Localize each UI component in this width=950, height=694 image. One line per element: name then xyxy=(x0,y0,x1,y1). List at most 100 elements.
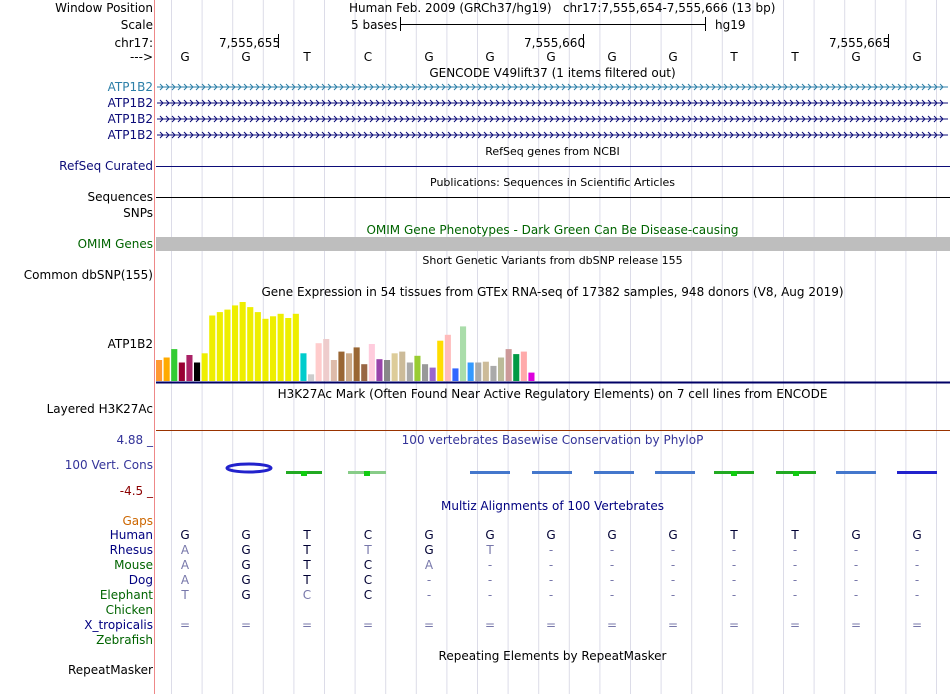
gtex-tissue-bar[interactable] xyxy=(346,353,353,381)
gtex-tissue-bar[interactable] xyxy=(330,360,337,381)
conservation-glyph[interactable] xyxy=(655,471,695,474)
aligned-base: - xyxy=(548,588,554,602)
gtex-tissue-bar[interactable] xyxy=(422,364,429,381)
gtex-tissue-bar[interactable] xyxy=(414,355,421,381)
gtex-tissue-bar[interactable] xyxy=(308,374,315,381)
gtex-tissue-bar[interactable] xyxy=(368,344,375,381)
window-position-text[interactable]: Human Feb. 2009 (GRCh37/hg19) chr17:7,55… xyxy=(349,1,776,15)
gtex-tissue-bar[interactable] xyxy=(178,362,185,382)
species-label[interactable]: Dog xyxy=(128,573,153,587)
gtex-tissue-bar[interactable] xyxy=(285,318,292,381)
gtex-tissue-bar[interactable] xyxy=(528,372,535,381)
refseq-gene-line[interactable] xyxy=(156,166,950,167)
gtex-tissue-bar[interactable] xyxy=(482,361,489,381)
gtex-tissue-bar[interactable] xyxy=(460,326,467,381)
cons-track-label[interactable]: 100 Vert. Cons xyxy=(64,458,153,472)
gtex-tissue-bar[interactable] xyxy=(156,360,163,381)
gtex-tissue-bar[interactable] xyxy=(384,360,391,381)
conservation-glyph[interactable] xyxy=(793,471,799,476)
gtex-track-label[interactable]: ATP1B2 xyxy=(107,337,153,351)
gtex-tissue-bar[interactable] xyxy=(277,313,284,381)
gtex-tissue-bar[interactable] xyxy=(247,307,254,381)
snps-track-label[interactable]: SNPs xyxy=(123,206,153,220)
omim-feature-bar[interactable] xyxy=(156,237,950,251)
refseq-track-title[interactable]: RefSeq genes from NCBI xyxy=(485,145,620,158)
gtex-tissue-bar[interactable] xyxy=(452,368,459,381)
gtex-tissue-bar[interactable] xyxy=(338,351,345,381)
multiz-track-title[interactable]: Multiz Alignments of 100 Vertebrates xyxy=(440,499,665,513)
gtex-tissue-bar[interactable] xyxy=(513,354,520,381)
dbsnp-track-title[interactable]: Short Genetic Variants from dbSNP releas… xyxy=(422,254,683,267)
gtex-tissue-bar[interactable] xyxy=(232,305,239,381)
species-label[interactable]: Elephant xyxy=(99,588,153,602)
gtex-tissue-bar[interactable] xyxy=(498,357,505,382)
gtex-tissue-bar[interactable] xyxy=(270,316,277,381)
strand-chevron xyxy=(297,99,302,107)
gencode-item-label[interactable]: ATP1B2 xyxy=(107,96,153,110)
species-label[interactable]: X_tropicalis xyxy=(84,618,153,632)
rmsk-track-title[interactable]: Repeating Elements by RepeatMasker xyxy=(438,649,667,663)
conservation-glyph[interactable] xyxy=(301,471,307,476)
gtex-tissue-bar[interactable] xyxy=(186,355,193,381)
h3k27ac-track-label[interactable]: Layered H3K27Ac xyxy=(46,402,153,416)
conservation-glyph[interactable] xyxy=(731,471,737,476)
gtex-tissue-bar[interactable] xyxy=(216,312,223,381)
gtex-tissue-bar[interactable] xyxy=(224,309,231,381)
gtex-tissue-bar[interactable] xyxy=(323,339,330,381)
gtex-tissue-bar[interactable] xyxy=(505,349,512,381)
conservation-glyph[interactable] xyxy=(225,462,273,474)
gencode-track-title[interactable]: GENCODE V49lift37 (1 items filtered out) xyxy=(429,66,676,80)
gtex-tissue-bar[interactable] xyxy=(209,315,216,382)
gtex-tissue-bar[interactable] xyxy=(292,313,299,381)
gtex-tissue-bar[interactable] xyxy=(437,340,444,381)
conservation-glyph[interactable] xyxy=(897,471,937,474)
gtex-tissue-bar[interactable] xyxy=(201,353,208,381)
omim-track-title[interactable]: OMIM Gene Phenotypes - Dark Green Can Be… xyxy=(366,223,739,237)
gtex-tissue-bar[interactable] xyxy=(475,362,482,382)
dbsnp-track-label[interactable]: Common dbSNP(155) xyxy=(23,268,153,282)
omim-track-label[interactable]: OMIM Genes xyxy=(77,237,153,251)
cons-track-title[interactable]: 100 vertebrates Basewise Conservation by… xyxy=(401,433,704,447)
species-label[interactable]: Mouse xyxy=(114,558,153,572)
gtex-tissue-bar[interactable] xyxy=(353,347,360,381)
gtex-tissue-bar[interactable] xyxy=(254,312,261,381)
gtex-track-title[interactable]: Gene Expression in 54 tissues from GTEx … xyxy=(261,285,844,299)
gtex-tissue-bar[interactable] xyxy=(444,334,451,381)
gtex-tissue-bar[interactable] xyxy=(376,359,383,381)
species-label[interactable]: Human xyxy=(109,528,153,542)
species-label[interactable]: Zebrafish xyxy=(96,633,153,647)
species-label[interactable]: Rhesus xyxy=(109,543,153,557)
gtex-tissue-bar[interactable] xyxy=(239,302,246,381)
pubs-feature-line[interactable] xyxy=(156,197,950,198)
pubs-track-title[interactable]: Publications: Sequences in Scientific Ar… xyxy=(430,176,675,189)
h3k27ac-track-title[interactable]: H3K27Ac Mark (Often Found Near Active Re… xyxy=(277,387,828,401)
gtex-tissue-bar[interactable] xyxy=(163,357,170,382)
gtex-tissue-bar[interactable] xyxy=(520,351,527,381)
gtex-tissue-bar[interactable] xyxy=(467,362,474,382)
gtex-tissue-bar[interactable] xyxy=(194,362,201,382)
conservation-glyph[interactable] xyxy=(470,471,510,474)
gencode-item-label[interactable]: ATP1B2 xyxy=(107,80,153,94)
gencode-item-label[interactable]: ATP1B2 xyxy=(107,112,153,126)
aligned-base: = xyxy=(606,618,618,632)
pubs-track-label[interactable]: Sequences xyxy=(87,190,153,204)
conservation-glyph[interactable] xyxy=(594,471,634,474)
gtex-tissue-bar[interactable] xyxy=(171,349,178,381)
gtex-tissue-bar[interactable] xyxy=(361,364,368,381)
gtex-tissue-bar[interactable] xyxy=(300,353,307,381)
gtex-tissue-bar[interactable] xyxy=(391,353,398,381)
gtex-tissue-bar[interactable] xyxy=(429,367,436,381)
rmsk-track-label[interactable]: RepeatMasker xyxy=(67,663,153,677)
gtex-tissue-bar[interactable] xyxy=(315,343,322,381)
gtex-tissue-bar[interactable] xyxy=(490,365,497,381)
gtex-tissue-bar[interactable] xyxy=(406,362,413,382)
species-label[interactable]: Chicken xyxy=(105,603,153,617)
gencode-item-label[interactable]: ATP1B2 xyxy=(107,128,153,142)
refseq-track-label[interactable]: RefSeq Curated xyxy=(59,159,153,173)
gtex-tissue-bar[interactable] xyxy=(262,318,269,381)
conservation-glyph[interactable] xyxy=(532,471,572,474)
gtex-tissue-bar[interactable] xyxy=(399,351,406,381)
conservation-glyph[interactable] xyxy=(836,471,876,474)
conservation-glyph[interactable] xyxy=(364,471,370,476)
